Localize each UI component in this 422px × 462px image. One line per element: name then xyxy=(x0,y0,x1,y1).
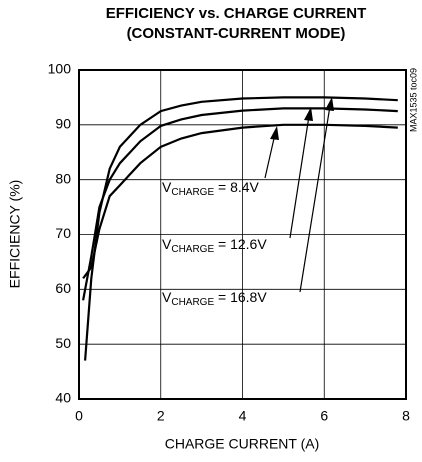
label-bg xyxy=(160,234,270,256)
x-tick-label: 4 xyxy=(239,408,247,424)
label-bg xyxy=(160,177,262,199)
side-note: MAX1535 toc09 xyxy=(408,68,418,132)
label-main: V xyxy=(162,179,172,195)
chart-title: (CONSTANT-CURRENT MODE) xyxy=(127,25,346,42)
arrowhead xyxy=(270,126,279,140)
label-rest: = 12.6V xyxy=(214,236,267,252)
label-sub: CHARGE xyxy=(171,244,214,255)
label-sub: CHARGE xyxy=(171,187,214,198)
y-axis-label: EFFICIENCY (%) xyxy=(7,180,23,289)
chart-title: EFFICIENCY vs. CHARGE CURRENT xyxy=(106,5,367,22)
y-tick-label: 60 xyxy=(55,280,71,296)
plot-frame xyxy=(78,69,407,400)
label-bg xyxy=(160,287,270,309)
line-series xyxy=(84,96,398,361)
pointer xyxy=(299,105,331,293)
label-rest: = 16.8V xyxy=(214,289,267,305)
label-rest: = 8.4V xyxy=(214,179,259,195)
y-tick-label: 90 xyxy=(55,116,71,132)
x-tick-label: 0 xyxy=(75,408,83,424)
x-axis-label: CHARGE CURRENT (A) xyxy=(165,436,320,452)
y-tick-label: 80 xyxy=(55,170,71,186)
series-label: VCHARGE = 8.4V xyxy=(162,179,260,198)
label-main: V xyxy=(162,289,172,305)
x-tick-label: 6 xyxy=(320,408,328,424)
y-tick-label: 40 xyxy=(55,390,71,406)
line-series xyxy=(82,123,398,280)
y-tick-label: 50 xyxy=(55,335,71,351)
x-tick-label: 2 xyxy=(157,408,165,424)
series-label: VCHARGE = 16.8V xyxy=(162,289,267,308)
y-tick-label: 100 xyxy=(48,61,72,77)
x-tick-label: 8 xyxy=(402,408,410,424)
series-label: VCHARGE = 12.6V xyxy=(162,236,267,255)
label-main: V xyxy=(162,236,172,252)
pointer xyxy=(264,133,276,179)
y-tick-label: 70 xyxy=(55,225,71,241)
arrowhead xyxy=(304,107,313,121)
pointer xyxy=(289,115,310,239)
label-sub: CHARGE xyxy=(171,297,214,308)
